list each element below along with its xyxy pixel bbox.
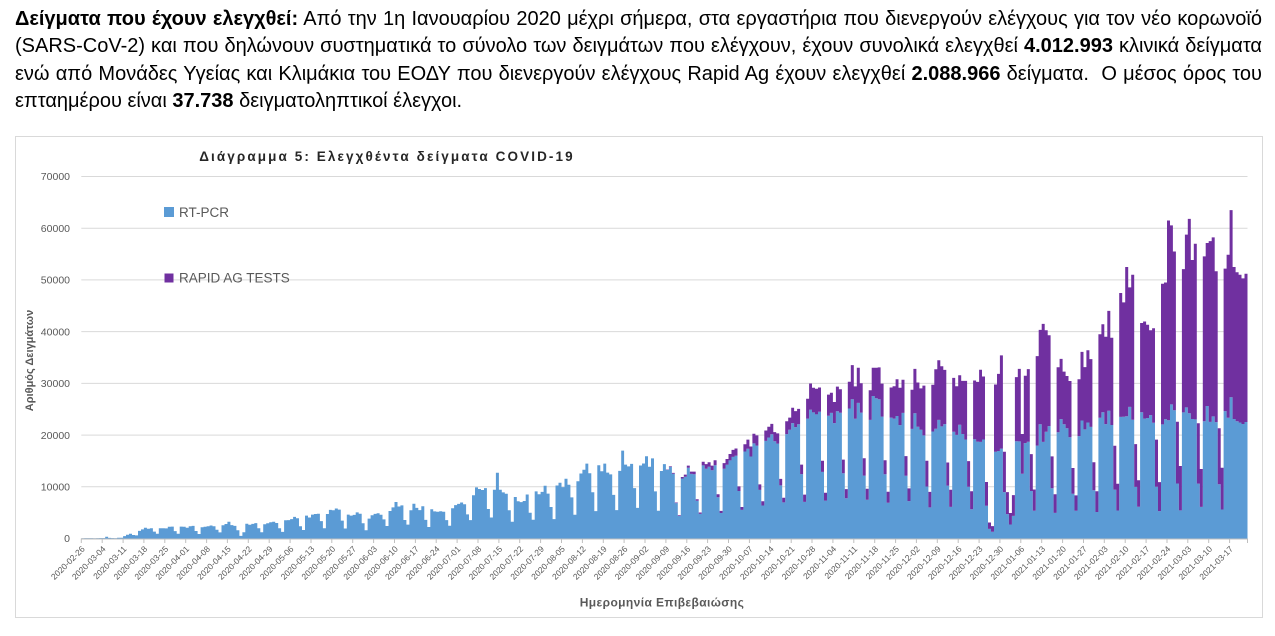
svg-text:0: 0: [64, 533, 70, 545]
svg-text:30000: 30000: [41, 378, 70, 390]
svg-text:Αριθμός Δειγμάτων: Αριθμός Δειγμάτων: [24, 310, 36, 411]
svg-text:Ημερομηνία Επιβεβαιώσης: Ημερομηνία Επιβεβαιώσης: [580, 596, 745, 610]
svg-text:RAPID AG TESTS: RAPID AG TESTS: [179, 271, 290, 286]
svg-text:20000: 20000: [41, 430, 70, 442]
svg-text:70000: 70000: [41, 171, 70, 183]
svg-text:Διάγραμμα 5: Ελεγχθέντα δείγμα: Διάγραμμα 5: Ελεγχθέντα δείγματα COVID-1…: [199, 149, 575, 164]
svg-text:50000: 50000: [41, 275, 70, 287]
svg-text:40000: 40000: [41, 326, 70, 338]
svg-text:10000: 10000: [41, 482, 70, 494]
svg-text:RT-PCR: RT-PCR: [179, 205, 229, 220]
svg-text:60000: 60000: [41, 223, 70, 235]
